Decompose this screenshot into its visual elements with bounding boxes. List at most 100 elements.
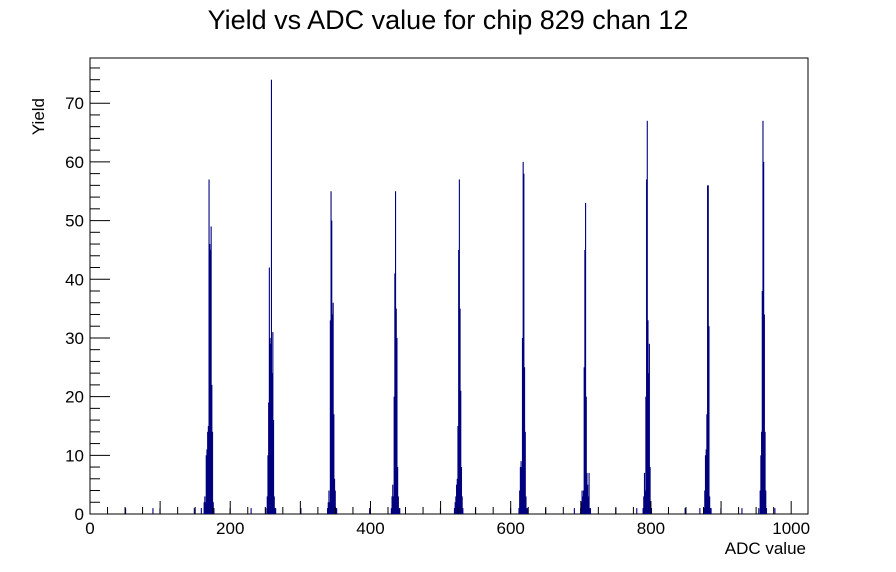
histogram-bin-709 [587, 484, 589, 514]
histogram-bin-170 [209, 244, 211, 515]
y-tick-label-20: 20 [65, 388, 84, 407]
histogram-bin-883 [709, 496, 711, 514]
histogram-bin-440 [398, 508, 400, 514]
histogram-bin-398 [369, 508, 371, 514]
histogram-bin-351 [336, 508, 338, 514]
histogram-bin-175 [212, 502, 214, 514]
histogram-bin-955 [759, 490, 761, 514]
histogram-bin-878 [705, 449, 707, 514]
histogram-bin-172 [210, 226, 212, 514]
histogram-bin-169 [208, 179, 210, 515]
histogram-bin-712 [589, 508, 591, 514]
histogram-bin-431 [392, 484, 394, 514]
histogram-bin-704 [583, 367, 585, 514]
histogram-bin-341 [329, 502, 331, 514]
histogram-bin-173 [211, 384, 213, 514]
histogram-bin-524 [457, 425, 459, 514]
histogram-bin-790 [643, 472, 646, 514]
histogram-bin-255 [268, 267, 270, 514]
histogram-bin-50 [125, 508, 127, 514]
histogram-bin-433 [393, 396, 395, 514]
histogram-bin-700 [580, 502, 582, 514]
histogram-bin-958 [761, 290, 763, 514]
histogram-bin-779 [636, 508, 638, 514]
histogram-bin-344 [331, 220, 333, 514]
histogram-bin-792 [645, 396, 647, 514]
histogram-bin-167 [207, 431, 209, 514]
histogram-bin-347 [333, 414, 335, 514]
histogram-bin-339 [327, 502, 329, 514]
histogram-bin-348 [334, 478, 336, 514]
histogram-bin-250 [265, 508, 267, 514]
histogram-bin-520 [454, 502, 456, 514]
histogram-bin-869 [699, 508, 701, 514]
histogram-bin-256 [269, 337, 271, 514]
histogram-bin-262 [273, 496, 275, 514]
histogram-bin-527 [459, 308, 461, 514]
histogram-bin-617 [522, 161, 524, 514]
histogram-bin-523 [456, 478, 458, 514]
histogram-bin-441 [399, 508, 401, 514]
histogram-bin-703 [582, 490, 585, 514]
histogram-bin-434 [394, 273, 396, 514]
y-tick-label-40: 40 [65, 270, 84, 289]
histogram-bin-261 [273, 420, 275, 514]
histogram-bin-615 [521, 467, 523, 514]
x-axis: 0 200 400 600 800 1000 [85, 501, 810, 538]
y-tick-label-30: 30 [65, 329, 84, 348]
histogram-bin-437 [396, 337, 398, 514]
histogram-bin-884 [709, 508, 711, 514]
histogram-bin-794 [646, 120, 648, 515]
histogram-bin-877 [704, 455, 707, 514]
x-tick-label-1000: 1000 [772, 519, 810, 538]
histogram-bin-963 [765, 490, 767, 514]
histogram-bin-435 [395, 191, 397, 514]
histogram-bin-929 [741, 508, 743, 514]
histogram-bin-519 [453, 508, 456, 514]
histogram-bin-521 [455, 496, 457, 514]
y-axis-label: Yield [29, 98, 48, 135]
histogram-bin-436 [395, 308, 397, 514]
histogram-bin-789 [643, 496, 645, 514]
histogram-bin-710 [587, 496, 589, 514]
histogram-bin-705 [584, 249, 586, 514]
histogram-bin-701 [581, 490, 583, 514]
y-tick-label-10: 10 [65, 446, 84, 465]
histogram-bin-962 [764, 431, 766, 514]
histogram-bin-174 [212, 431, 214, 514]
histogram-bin-797 [648, 343, 650, 514]
histogram-bin-158 [200, 508, 202, 514]
histogram-bin-162 [203, 502, 205, 514]
histogram-bin-349 [334, 490, 336, 514]
histogram-bin-793 [646, 179, 648, 515]
histogram-bin-621 [525, 496, 527, 514]
histogram-bin-529 [460, 467, 463, 514]
histogram-bin-875 [703, 508, 705, 514]
histogram-bin-959 [762, 120, 764, 515]
histogram-bin-957 [761, 431, 763, 514]
histogram-bin-259 [271, 373, 273, 514]
histogram-bin-622 [526, 508, 528, 514]
histogram-bin-148 [193, 508, 195, 514]
histogram-bin-956 [760, 455, 762, 514]
histogram-bin-522 [456, 484, 458, 514]
histogram-bin-163 [204, 496, 206, 514]
bars-layer [125, 79, 776, 515]
y-axis: 0 10 20 30 40 50 60 70 [65, 67, 110, 524]
y-tick-label-60: 60 [65, 153, 84, 172]
x-tick-label-200: 200 [216, 519, 244, 538]
histogram-bin-976 [774, 508, 776, 514]
histogram-bin-438 [397, 467, 399, 514]
histogram-bin-713 [589, 508, 592, 514]
histogram-bin-611 [518, 508, 520, 514]
histogram-bin-429 [390, 508, 392, 514]
histogram-bin-623 [526, 508, 528, 514]
histogram-bin-848 [684, 508, 686, 514]
histogram-bin-346 [332, 302, 334, 514]
histogram-bin-619 [524, 367, 526, 514]
histogram-bin-229 [250, 508, 252, 514]
histogram-bin-430 [391, 496, 393, 514]
histogram-bin-961 [763, 314, 765, 514]
histogram-bin-530 [461, 496, 463, 514]
histogram-bin-707 [585, 396, 587, 514]
